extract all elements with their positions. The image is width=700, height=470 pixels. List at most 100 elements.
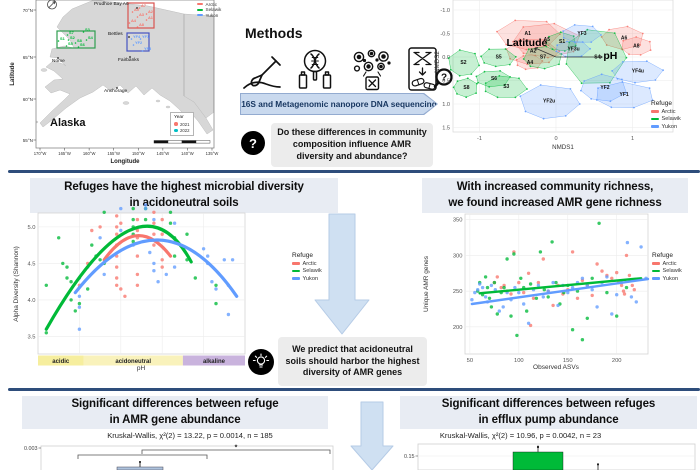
richness-refuge-legend: Refuge Arctic Selawik Yukon bbox=[652, 252, 682, 282]
lightbulb-icon bbox=[248, 349, 274, 375]
sequencing-banner: 16S and Metagenomic nanopore DNA sequenc… bbox=[240, 93, 438, 115]
map-site-label: YF2 bbox=[135, 40, 143, 45]
map-box-arctic bbox=[127, 2, 155, 29]
nmds-env-vectors bbox=[534, 47, 603, 59]
nmds-site-label: S7 bbox=[540, 55, 546, 61]
question-text: Do these differences in community compos… bbox=[277, 127, 427, 161]
map-site-label: A4 bbox=[131, 18, 137, 23]
map-site-label: A7 bbox=[141, 3, 146, 8]
nmds-site-label: YF2u bbox=[543, 98, 555, 104]
svg-text:0.5: 0.5 bbox=[442, 78, 450, 84]
amr-abundance-boxplot: 0.003 * bbox=[24, 445, 334, 470]
nmds-site-label: S2 bbox=[460, 60, 466, 66]
dna-extraction-icon bbox=[298, 49, 332, 89]
svg-text:1.0: 1.0 bbox=[442, 102, 450, 108]
legend-item-2022: 2022 bbox=[174, 128, 190, 133]
question-glyph: ? bbox=[249, 135, 257, 151]
svg-text:145°W: 145°W bbox=[157, 151, 170, 156]
map-ylabel: Latitude bbox=[10, 62, 16, 86]
svg-text:1.5: 1.5 bbox=[442, 125, 450, 131]
map-site-label: S3 bbox=[85, 27, 91, 32]
ph-band-acidic bbox=[38, 355, 84, 366]
question-box: Do these differences in community compos… bbox=[271, 123, 433, 167]
svg-text:250: 250 bbox=[453, 289, 463, 295]
svg-text:150: 150 bbox=[563, 358, 573, 364]
amr-y-tick: 0.003 bbox=[24, 446, 38, 452]
map-site-label: A3 bbox=[139, 12, 145, 17]
map-site-label: A8 bbox=[139, 22, 145, 27]
map-city-label: Bettles bbox=[108, 31, 123, 37]
map-xlabel: Longitude bbox=[111, 159, 141, 165]
nmds-site-label: YF1 bbox=[619, 92, 628, 98]
richness-points-selawik bbox=[476, 221, 629, 342]
diversity-plot-area bbox=[37, 212, 246, 355]
diversity-title-line2: in acidoneutral soils bbox=[129, 196, 239, 209]
map-site-label: YF4 bbox=[133, 34, 141, 39]
map-site-label: S7 bbox=[69, 30, 74, 35]
nmds-refuge-legend: Refuge Arctic Selawik Yukon bbox=[651, 100, 681, 130]
nmds-site-label: A4 bbox=[527, 60, 534, 66]
svg-text:alkaline: alkaline bbox=[203, 359, 226, 365]
svg-text:-1: -1 bbox=[477, 136, 482, 142]
svg-text:0.0: 0.0 bbox=[442, 55, 450, 61]
svg-text:350: 350 bbox=[453, 218, 463, 224]
map-city-label: Prudhoe Bay A6 bbox=[94, 1, 129, 7]
svg-text:4.5: 4.5 bbox=[27, 261, 35, 267]
svg-text:1: 1 bbox=[631, 136, 634, 142]
nmds-site-label: S3 bbox=[503, 84, 509, 90]
map-site-label: YF1 bbox=[142, 34, 150, 39]
question-icon: ? bbox=[241, 131, 265, 155]
diversity-plot: acidic acidoneutral alkaline 3.5 4.0 4.5 5.0 pH… bbox=[13, 203, 246, 372]
efflux-title-line2: in efflux pump abundance bbox=[478, 413, 619, 426]
map-scale-bar bbox=[167, 140, 183, 144]
legend-title: Refuge bbox=[292, 252, 313, 259]
map-city-label: Fairbanks bbox=[118, 57, 140, 63]
flow-arrow-down-bottom-icon bbox=[350, 401, 394, 470]
amr-kruskal-stats: Kruskal-Wallis, χ²(2) = 13.22, p = 0.001… bbox=[107, 431, 273, 440]
legend-item-selawik: Selawik bbox=[292, 268, 322, 274]
north-arrow-icon bbox=[47, 0, 57, 10]
efflux-bar-plot: 0.15 bbox=[404, 443, 696, 470]
map-land bbox=[36, 0, 214, 135]
nmds-vector-label: Latitude bbox=[507, 37, 548, 49]
map-refuge-legend: Arctic Selawik Yukon bbox=[197, 1, 221, 18]
legend-item-arctic: Arctic bbox=[292, 261, 322, 267]
map-scale-bar bbox=[195, 140, 211, 144]
nmds-site-label: S4 bbox=[594, 55, 600, 61]
map-site-label: A5 bbox=[134, 7, 140, 12]
diversity-refuge-legend: Refuge Arctic Selawik Yukon bbox=[292, 252, 322, 282]
section-divider-top bbox=[8, 170, 700, 173]
richness-trend-selawik bbox=[478, 277, 643, 295]
section-divider-bottom bbox=[8, 388, 700, 391]
legend-title: Refuge bbox=[652, 252, 673, 259]
nmds-site-label: A6 bbox=[621, 35, 628, 41]
map-box-selawik bbox=[56, 30, 96, 49]
diversity-trend-selawik bbox=[44, 224, 193, 331]
svg-text:acidic: acidic bbox=[52, 359, 70, 365]
map-scale-bar bbox=[153, 140, 169, 144]
alaska-map: 70°N 65°N 60°N 55°N 170°W 165°W 160°W 155°W 150°… bbox=[10, 0, 219, 165]
svg-text:300: 300 bbox=[453, 253, 463, 259]
svg-text:200: 200 bbox=[612, 358, 622, 364]
map-site-label: S8 bbox=[77, 38, 83, 43]
legend-item-arctic: Arctic bbox=[197, 2, 221, 7]
richness-trend-yukon bbox=[470, 277, 650, 306]
significance-bracket bbox=[141, 449, 331, 454]
nmds-site-polygons bbox=[447, 19, 664, 120]
svg-text:165°W: 165°W bbox=[58, 151, 71, 156]
legend-item-2021: 2021 bbox=[174, 122, 190, 127]
map-site-label: A2 bbox=[148, 9, 154, 14]
diversity-panel-header: Refuges have the highest microbial diver… bbox=[30, 178, 338, 213]
nmds-vector-label: pH bbox=[603, 50, 617, 62]
nanopore-pores-icon bbox=[353, 49, 391, 91]
legend-item-arctic: Arctic bbox=[652, 261, 682, 267]
svg-text:135°W: 135°W bbox=[206, 151, 219, 156]
map-scale-bar bbox=[181, 140, 197, 144]
svg-text:160°W: 160°W bbox=[83, 151, 96, 156]
nmds-site-label: S8 bbox=[463, 85, 469, 91]
efflux-panel-header: Significant differences between refuges … bbox=[400, 396, 697, 429]
prediction-text: We predict that acidoneutral soils shoul… bbox=[285, 343, 420, 378]
nmds-site-label: S1 bbox=[559, 39, 565, 45]
richness-xlabel: Observed ASVs bbox=[533, 364, 580, 371]
